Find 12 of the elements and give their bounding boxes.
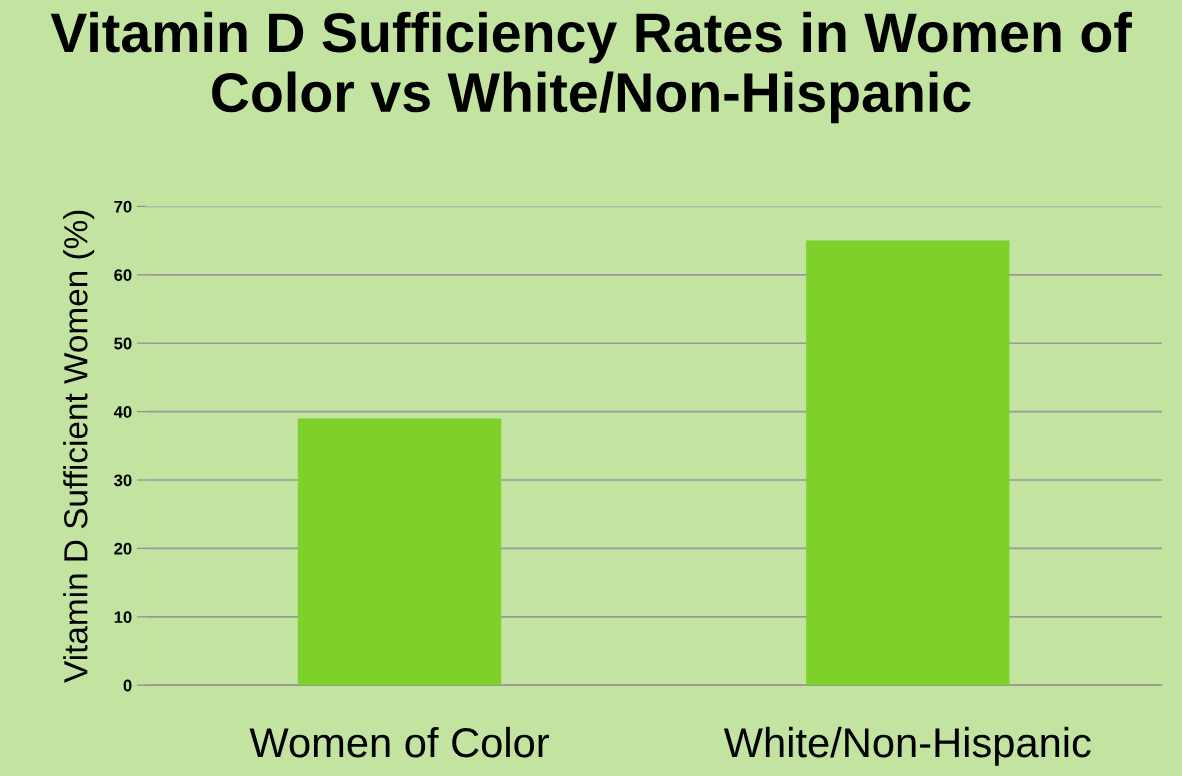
y-tick-label: 30 bbox=[114, 474, 132, 487]
y-tick-label: 20 bbox=[114, 542, 132, 555]
y-tick-label: 10 bbox=[114, 611, 132, 624]
chart-title: Vitamin D Sufficiency Rates in Women of Color vs White/Non-Hispanic bbox=[50, 11, 1132, 124]
y-tick-label: 0 bbox=[123, 679, 132, 692]
x-tick-label: Women of Color bbox=[249, 726, 549, 758]
y-axis-title: Vitamin D Sufficient Women (%) bbox=[63, 210, 95, 683]
y-tick-label: 50 bbox=[114, 337, 132, 350]
x-tick-label: White/Non-Hispanic bbox=[723, 726, 1091, 766]
y-tick-label: 70 bbox=[114, 200, 132, 213]
y-tick-label: 40 bbox=[113, 406, 132, 418]
y-tick-label: 60 bbox=[114, 269, 132, 282]
